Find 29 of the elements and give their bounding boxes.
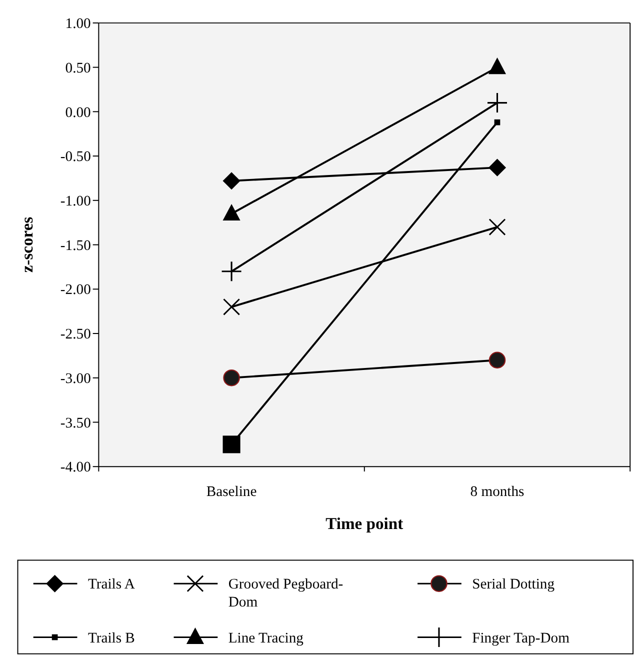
point <box>223 369 240 386</box>
y-tick-label: 0.00 <box>65 104 91 121</box>
legend-label: Trails A <box>88 576 136 593</box>
legend-label: Finger Tap-Dom <box>472 630 570 646</box>
y-axis-title: z-scores <box>17 216 36 273</box>
y-tick-label: -2.50 <box>60 326 91 343</box>
legend-label: Line Tracing <box>228 630 304 646</box>
legend-label: Grooved Pegboard-Dom <box>228 576 344 610</box>
y-tick-label: -0.50 <box>60 149 91 166</box>
y-tick-label: 0.50 <box>65 60 91 76</box>
point <box>486 92 508 114</box>
x-axis-title: Time point <box>326 514 404 534</box>
x-tick-label: 8 months <box>470 484 525 500</box>
x-tick-label: Baseline <box>206 484 257 500</box>
legend-label: Serial Dotting <box>472 576 556 593</box>
point <box>488 352 506 369</box>
point <box>221 260 242 282</box>
y-tick-label: -3.50 <box>60 415 91 432</box>
y-tick-label: -1.50 <box>60 238 91 254</box>
y-tick-label: 1.00 <box>65 16 91 32</box>
y-tick-label: -2.00 <box>60 282 91 298</box>
point <box>488 218 506 236</box>
point <box>223 298 240 316</box>
y-tick-label: -1.00 <box>60 194 91 210</box>
y-tick-label: -4.00 <box>60 460 91 476</box>
point <box>222 172 240 190</box>
y-tick-label: -3.00 <box>60 370 91 387</box>
point <box>488 158 506 176</box>
legend-label: Trails B <box>88 630 136 646</box>
